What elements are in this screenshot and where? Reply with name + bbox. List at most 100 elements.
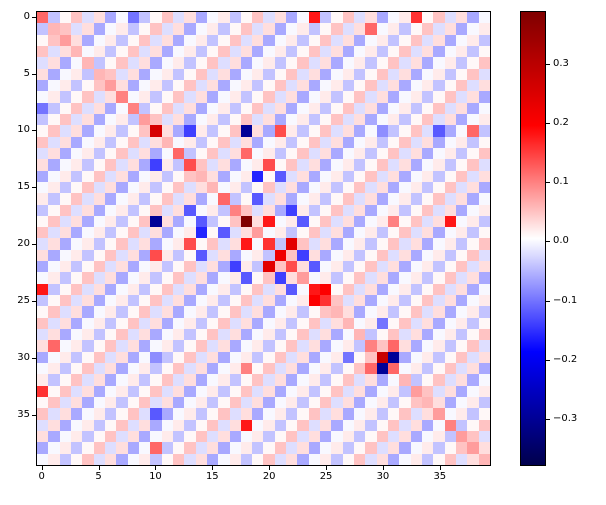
heatmap-cell — [422, 272, 434, 284]
heatmap-cell — [331, 442, 343, 454]
heatmap-cell — [93, 295, 105, 307]
heatmap-cell — [229, 340, 241, 352]
heatmap-cell — [422, 408, 434, 420]
heatmap-cell — [274, 295, 287, 307]
heatmap-cell — [263, 419, 275, 432]
heatmap-cell — [82, 181, 94, 194]
heatmap-cell — [320, 442, 332, 454]
heatmap-cell — [252, 215, 264, 228]
heatmap-cell — [308, 408, 321, 420]
heatmap-cell — [82, 374, 94, 386]
heatmap-cell — [308, 23, 321, 35]
heatmap-cell — [104, 351, 117, 364]
heatmap-cell — [229, 147, 241, 160]
heatmap-cell — [82, 23, 94, 35]
heatmap-cell — [410, 408, 423, 420]
heatmap-cell — [365, 419, 377, 432]
heatmap-cell — [240, 317, 253, 330]
heatmap-cell — [478, 102, 490, 114]
heatmap-cell — [433, 79, 445, 92]
heatmap-cell — [274, 181, 287, 194]
heatmap-cell — [410, 125, 423, 137]
heatmap-cell — [150, 295, 162, 307]
heatmap-cell — [184, 329, 196, 341]
heatmap-cell — [478, 57, 490, 69]
heatmap-cell — [308, 329, 321, 341]
heatmap-cell — [331, 227, 343, 239]
heatmap-cell — [342, 363, 355, 375]
heatmap-cell — [444, 227, 457, 239]
x-tick-mark — [212, 466, 214, 470]
heatmap-cell — [376, 238, 389, 250]
heatmap-cell — [342, 340, 355, 352]
heatmap-cell — [354, 136, 366, 148]
heatmap-cell — [150, 363, 162, 375]
heatmap-cell — [161, 351, 173, 364]
heatmap-cell — [354, 12, 366, 24]
heatmap-cell — [206, 136, 219, 148]
heatmap-cell — [37, 91, 49, 103]
heatmap-cell — [82, 238, 94, 250]
heatmap-cell — [59, 295, 71, 307]
heatmap-cell — [184, 385, 196, 398]
heatmap-cell — [388, 340, 400, 352]
heatmap-cell — [37, 385, 49, 398]
heatmap-cell — [48, 431, 60, 443]
heatmap-cell — [59, 408, 71, 420]
heatmap-cell — [478, 23, 490, 35]
heatmap-cell — [218, 453, 230, 465]
heatmap-cell — [127, 351, 139, 364]
heatmap-cell — [320, 238, 332, 250]
heatmap-cell — [467, 442, 479, 454]
heatmap-cell — [82, 215, 94, 228]
heatmap-cell — [104, 374, 117, 386]
heatmap-cell — [127, 193, 139, 205]
heatmap-cell — [59, 57, 71, 69]
heatmap-cell — [127, 295, 139, 307]
heatmap-cell — [184, 238, 196, 250]
heatmap-cell — [138, 385, 151, 398]
heatmap-cell — [410, 136, 423, 148]
heatmap-cell — [263, 340, 275, 352]
heatmap-cell — [240, 385, 253, 398]
heatmap-cell — [388, 329, 400, 341]
heatmap-cell — [104, 317, 117, 330]
heatmap-cell — [365, 442, 377, 454]
heatmap-cell — [229, 159, 241, 171]
heatmap-cell — [410, 397, 423, 409]
heatmap-cell — [161, 215, 173, 228]
heatmap-cell — [331, 57, 343, 69]
heatmap-cell — [59, 147, 71, 160]
heatmap-cell — [467, 374, 479, 386]
heatmap-cell — [218, 283, 230, 296]
colorbar-tick-mark — [546, 123, 550, 125]
heatmap-cell — [116, 68, 128, 80]
heatmap-cell — [422, 442, 434, 454]
heatmap-cell — [297, 34, 309, 46]
heatmap-cell — [82, 102, 94, 114]
heatmap-cell — [195, 238, 207, 250]
heatmap-cell — [172, 453, 185, 465]
heatmap-cell — [388, 408, 400, 420]
heatmap-cell — [206, 227, 219, 239]
heatmap-cell — [456, 351, 468, 364]
heatmap-cell — [433, 12, 445, 24]
heatmap-cell — [422, 351, 434, 364]
heatmap-cell — [354, 227, 366, 239]
heatmap-cell — [59, 238, 71, 250]
heatmap-cell — [444, 283, 457, 296]
heatmap-cell — [150, 113, 162, 126]
heatmap-cell — [410, 249, 423, 262]
heatmap-cell — [150, 193, 162, 205]
heatmap-cell — [70, 113, 83, 126]
heatmap-cell — [252, 408, 264, 420]
heatmap-cell — [354, 419, 366, 432]
heatmap-cell — [70, 181, 83, 194]
heatmap-cell — [410, 181, 423, 194]
heatmap-cell — [433, 34, 445, 46]
heatmap-cell — [422, 125, 434, 137]
heatmap-cell — [161, 227, 173, 239]
heatmap-cell — [444, 147, 457, 160]
heatmap-cell — [138, 215, 151, 228]
heatmap-cell — [399, 431, 411, 443]
